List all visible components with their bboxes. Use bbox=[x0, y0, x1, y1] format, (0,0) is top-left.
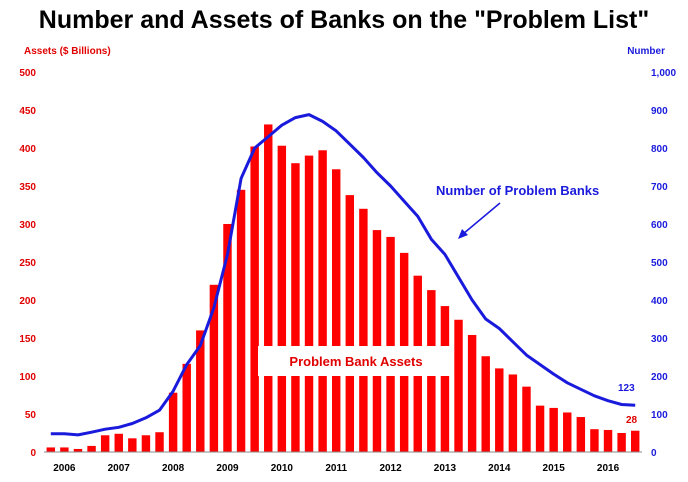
asset-bar bbox=[372, 230, 382, 452]
asset-bar bbox=[223, 224, 232, 452]
left-axis-ticks: 0 50 100 150 200 250 300 350 400 450 500 bbox=[19, 68, 36, 459]
x-tick-label: 2011 bbox=[325, 463, 347, 474]
x-tick-label: 2010 bbox=[271, 463, 294, 474]
asset-bar bbox=[46, 447, 56, 452]
x-tick-label: 2008 bbox=[162, 463, 185, 474]
left-tick-label: 150 bbox=[19, 334, 36, 345]
line-label-arrowhead bbox=[458, 229, 468, 239]
x-tick-label: 2012 bbox=[379, 463, 402, 474]
asset-bar bbox=[250, 146, 259, 453]
left-tick-label: 300 bbox=[19, 220, 36, 231]
asset-bar bbox=[522, 386, 531, 452]
asset-bar bbox=[264, 124, 273, 452]
left-axis-label: Assets ($ Billions) bbox=[24, 46, 111, 57]
right-axis-ticks: 0 100 200 300 400 500 600 700 800 900 1,000 bbox=[651, 68, 676, 459]
x-axis-ticks: 2006 2007 2008 2009 2010 2011 2012 2013 2014 2015… bbox=[53, 463, 619, 474]
asset-bar bbox=[467, 334, 477, 452]
asset-bar bbox=[155, 432, 164, 452]
asset-bar bbox=[359, 208, 368, 452]
asset-bar bbox=[549, 407, 558, 452]
asset-bar bbox=[603, 429, 613, 452]
asset-bar bbox=[495, 368, 504, 452]
x-tick-label: 2016 bbox=[597, 463, 620, 474]
right-tick-label: 400 bbox=[651, 296, 668, 307]
right-tick-label: 1,000 bbox=[651, 68, 676, 79]
right-tick-label: 800 bbox=[651, 144, 668, 155]
asset-bar bbox=[128, 438, 137, 452]
asset-bar bbox=[182, 363, 191, 452]
asset-bar bbox=[440, 306, 450, 452]
asset-bar bbox=[73, 448, 83, 452]
assets-bars bbox=[46, 124, 640, 453]
asset-bar bbox=[168, 392, 178, 452]
x-tick-label: 2006 bbox=[53, 463, 76, 474]
asset-bar bbox=[100, 435, 110, 452]
bar-label-box bbox=[258, 346, 454, 376]
asset-bar bbox=[345, 195, 355, 452]
left-tick-label: 200 bbox=[19, 296, 36, 307]
asset-bar bbox=[481, 356, 490, 452]
left-tick-label: 50 bbox=[25, 410, 37, 421]
asset-bar bbox=[196, 330, 205, 452]
x-tick-label: 2013 bbox=[434, 463, 457, 474]
asset-bar bbox=[277, 145, 287, 452]
asset-bar bbox=[209, 284, 219, 452]
left-tick-label: 500 bbox=[19, 68, 36, 79]
x-tick-label: 2015 bbox=[543, 463, 566, 474]
right-tick-label: 700 bbox=[651, 182, 668, 193]
bar-end-value: 28 bbox=[626, 415, 638, 426]
line-label-arrow bbox=[462, 202, 501, 235]
right-tick-label: 200 bbox=[651, 372, 668, 383]
asset-bar bbox=[87, 445, 96, 452]
left-tick-label: 400 bbox=[19, 144, 36, 155]
asset-bar bbox=[590, 429, 599, 452]
right-tick-label: 0 bbox=[651, 448, 657, 459]
asset-bar bbox=[141, 435, 151, 452]
x-tick-label: 2007 bbox=[108, 463, 131, 474]
asset-bar bbox=[617, 433, 626, 452]
right-tick-label: 900 bbox=[651, 106, 668, 117]
asset-bar bbox=[563, 412, 572, 452]
asset-bar bbox=[508, 374, 518, 452]
left-tick-label: 250 bbox=[19, 258, 36, 269]
right-tick-label: 500 bbox=[651, 258, 668, 269]
asset-bar bbox=[535, 405, 545, 452]
line-series-label: Number of Problem Banks bbox=[436, 183, 599, 198]
asset-bar bbox=[454, 319, 463, 452]
left-tick-label: 350 bbox=[19, 182, 36, 193]
line-end-value: 123 bbox=[618, 383, 635, 394]
chart-title: Number and Assets of Banks on the "Probl… bbox=[39, 6, 649, 34]
asset-bar bbox=[236, 189, 246, 453]
asset-bar bbox=[630, 430, 640, 452]
right-tick-label: 100 bbox=[651, 410, 668, 421]
right-axis-label: Number bbox=[627, 46, 665, 57]
problem-banks-line bbox=[50, 113, 636, 437]
right-tick-label: 600 bbox=[651, 220, 668, 231]
x-tick-label: 2014 bbox=[488, 463, 511, 474]
left-tick-label: 100 bbox=[19, 372, 36, 383]
asset-bar bbox=[304, 155, 314, 452]
asset-bar bbox=[386, 236, 395, 452]
left-tick-label: 0 bbox=[30, 448, 36, 459]
asset-bar bbox=[291, 163, 300, 452]
asset-bar bbox=[114, 433, 123, 452]
bar-series-label: Problem Bank Assets bbox=[289, 354, 422, 369]
x-tick-label: 2009 bbox=[216, 463, 239, 474]
asset-bar bbox=[331, 169, 341, 452]
asset-bar bbox=[576, 417, 586, 452]
right-tick-label: 300 bbox=[651, 334, 668, 345]
asset-bar bbox=[60, 447, 69, 452]
left-tick-label: 450 bbox=[19, 106, 36, 117]
asset-bar bbox=[318, 150, 327, 452]
